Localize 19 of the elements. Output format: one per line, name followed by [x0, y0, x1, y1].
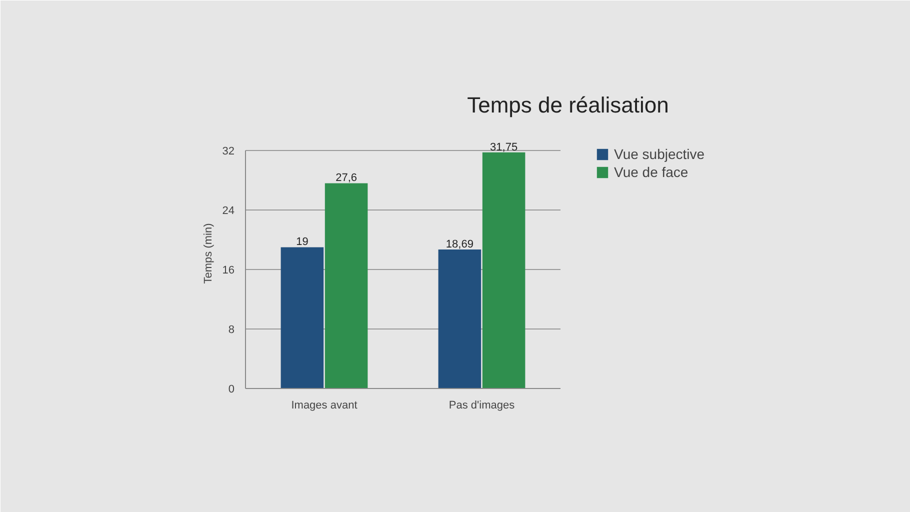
bar [438, 249, 482, 388]
data-label: 19 [296, 236, 308, 248]
y-tick-label: 16 [222, 264, 235, 276]
y-tick-label: 32 [222, 146, 235, 158]
x-tick-label: Pas d'images [448, 400, 516, 412]
bar [324, 183, 368, 388]
bar [482, 152, 526, 388]
chart-title: Temps de réalisation [467, 92, 669, 118]
data-label: 27,6 [336, 172, 358, 184]
bar [280, 247, 324, 388]
data-label: 31,75 [490, 141, 518, 154]
y-tick-label: 0 [228, 384, 235, 396]
y-tick-label: 8 [228, 324, 235, 336]
x-tick-label: Images avant [291, 400, 358, 412]
legend-label: Vue subjective [614, 146, 705, 162]
y-axis-title: Temps (min) [202, 223, 214, 284]
y-tick-label: 24 [222, 205, 235, 217]
legend-label: Vue de face [614, 164, 688, 180]
data-label: 18,69 [446, 238, 474, 250]
